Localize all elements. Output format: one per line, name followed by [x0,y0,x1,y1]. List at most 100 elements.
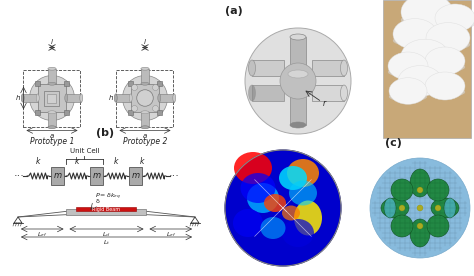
Text: m: m [92,171,100,181]
Text: $P = \delta k_{eq}$: $P = \delta k_{eq}$ [95,192,122,202]
Circle shape [399,205,405,211]
Bar [116,94,131,102]
Ellipse shape [80,94,82,102]
Ellipse shape [48,111,56,114]
Text: m: m [131,171,139,181]
Circle shape [122,76,167,121]
Text: a: a [143,132,147,139]
Circle shape [225,150,341,266]
Text: δ: δ [95,199,100,204]
Circle shape [280,63,316,99]
Ellipse shape [426,23,470,53]
Bar [312,85,344,101]
Text: $L_{ef}$: $L_{ef}$ [165,230,176,239]
Ellipse shape [173,94,176,102]
Text: $L_{ef}$: $L_{ef}$ [37,230,47,239]
Ellipse shape [248,60,255,76]
Ellipse shape [431,198,459,218]
Text: l: l [51,39,53,46]
Circle shape [131,84,137,91]
Ellipse shape [141,126,149,129]
Text: m: m [54,171,62,181]
Ellipse shape [141,67,149,70]
Ellipse shape [158,94,161,102]
Circle shape [435,205,441,211]
Text: Unit Cell: Unit Cell [70,148,100,154]
Bar [156,110,162,115]
Bar [159,94,174,102]
Ellipse shape [289,181,317,206]
Ellipse shape [21,94,24,102]
Ellipse shape [340,85,347,101]
Bar [156,81,162,86]
Ellipse shape [279,166,307,190]
Ellipse shape [233,209,263,237]
Bar [48,69,56,84]
Bar [64,81,69,86]
Ellipse shape [290,34,306,40]
Bar [383,0,471,138]
Bar [45,91,60,105]
Circle shape [245,28,351,134]
Bar [35,110,40,115]
Ellipse shape [384,198,396,218]
Bar [117,70,173,126]
Ellipse shape [340,60,347,76]
Bar [129,167,142,185]
Bar [290,95,306,125]
Ellipse shape [290,122,306,128]
Text: h: h [16,95,20,101]
Ellipse shape [234,152,272,184]
Ellipse shape [381,198,409,218]
Text: (b): (b) [96,128,114,138]
Bar [24,70,81,126]
Ellipse shape [282,206,300,221]
Text: (c): (c) [385,138,402,148]
Text: h: h [109,95,113,101]
Ellipse shape [388,67,428,77]
Ellipse shape [240,173,275,203]
Text: $L_t$: $L_t$ [103,238,110,247]
Ellipse shape [114,94,117,102]
Ellipse shape [65,94,68,102]
Text: k: k [140,157,144,166]
Text: Rigid Beam: Rigid Beam [92,206,120,211]
Text: a: a [50,132,54,139]
Circle shape [417,205,423,211]
Text: l: l [144,39,146,46]
Ellipse shape [398,82,442,93]
Text: Prototype 2: Prototype 2 [123,137,167,147]
Ellipse shape [264,194,286,212]
Circle shape [417,223,423,229]
Ellipse shape [427,215,449,237]
Text: ···: ··· [169,171,180,181]
Circle shape [153,84,158,91]
Ellipse shape [290,64,306,70]
Circle shape [137,90,153,106]
Ellipse shape [388,52,428,80]
Text: k: k [36,157,40,166]
Ellipse shape [435,4,474,32]
Bar [23,94,38,102]
Ellipse shape [389,78,427,104]
Ellipse shape [426,39,470,50]
Bar [290,37,306,67]
Bar [64,110,69,115]
Bar [141,69,149,84]
Ellipse shape [425,72,465,100]
Ellipse shape [435,19,474,29]
Ellipse shape [444,198,456,218]
Bar [38,84,66,112]
Bar [141,112,149,127]
Ellipse shape [410,169,430,197]
Ellipse shape [410,219,430,247]
Ellipse shape [288,70,308,78]
Circle shape [29,76,74,121]
Ellipse shape [391,179,413,201]
Text: k: k [75,157,79,166]
Bar [51,167,64,185]
Ellipse shape [247,183,279,213]
Ellipse shape [48,67,56,70]
Ellipse shape [401,57,449,69]
Text: k: k [114,157,118,166]
